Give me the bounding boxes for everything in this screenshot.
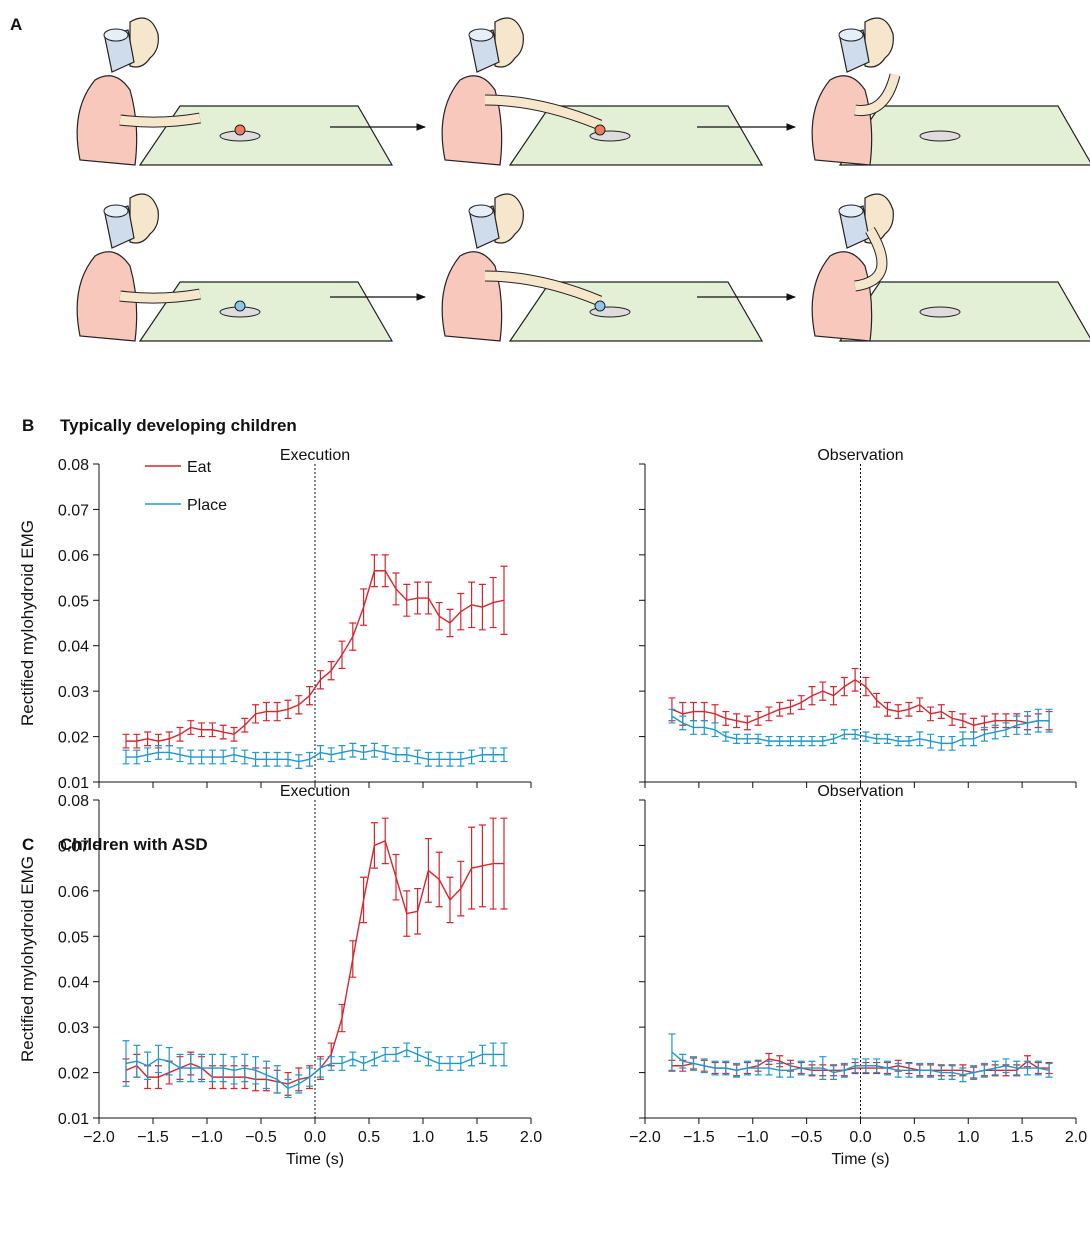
x-tick-label: 2.0 bbox=[1065, 1129, 1087, 1146]
y-tick-label: 0.02 bbox=[58, 1066, 89, 1083]
data-line bbox=[672, 680, 1049, 725]
y-tick-label: 0.05 bbox=[58, 929, 89, 946]
x-axis-label: Time (s) bbox=[831, 1151, 889, 1168]
y-tick-label: 0.01 bbox=[58, 775, 89, 792]
x-tick-label: 0.5 bbox=[358, 1129, 380, 1146]
x-tick-label: −1.5 bbox=[683, 1129, 715, 1146]
x-tick-label: 1.0 bbox=[957, 1129, 979, 1146]
panel-label: C bbox=[22, 835, 34, 854]
x-tick-label: 1.5 bbox=[466, 1129, 488, 1146]
chart-title: Execution bbox=[280, 783, 350, 800]
x-tick-label: 1.5 bbox=[1011, 1129, 1033, 1146]
data-line bbox=[672, 1052, 1049, 1075]
y-tick-label: 0.01 bbox=[58, 1111, 89, 1128]
x-tick-label: 2.0 bbox=[520, 1129, 542, 1146]
x-tick-label: 0.0 bbox=[304, 1129, 326, 1146]
y-tick-label: 0.07 bbox=[58, 838, 89, 855]
x-tick-label: −1.5 bbox=[137, 1129, 169, 1146]
x-tick-label: −1.0 bbox=[737, 1129, 769, 1146]
x-tick-label: 1.0 bbox=[412, 1129, 434, 1146]
x-tick-label: −0.5 bbox=[791, 1129, 823, 1146]
legend-label: Place bbox=[187, 497, 227, 514]
y-tick-label: 0.05 bbox=[58, 593, 89, 610]
y-axis-label: Rectified mylohydroid EMG bbox=[18, 520, 37, 726]
panel-label: B bbox=[22, 416, 34, 435]
x-tick-label: −2.0 bbox=[629, 1129, 661, 1146]
panel-label: A bbox=[10, 15, 22, 34]
illustration bbox=[77, 18, 1090, 341]
x-tick-label: −1.0 bbox=[191, 1129, 223, 1146]
figure: A B Typically developing children C Chil… bbox=[0, 0, 1090, 1256]
y-tick-label: 0.06 bbox=[58, 884, 89, 901]
chart-title: Observation bbox=[817, 783, 903, 800]
legend-label: Eat bbox=[187, 459, 212, 476]
y-axis-label: Rectified mylohydroid EMG bbox=[18, 856, 37, 1062]
x-tick-label: 0.5 bbox=[903, 1129, 925, 1146]
y-tick-label: 0.06 bbox=[58, 548, 89, 565]
panel-title: Typically developing children bbox=[60, 416, 297, 435]
y-tick-label: 0.08 bbox=[58, 457, 89, 474]
x-axis-label: Time (s) bbox=[286, 1151, 344, 1168]
chart-title: Execution bbox=[280, 447, 350, 464]
x-tick-label: −2.0 bbox=[83, 1129, 115, 1146]
y-tick-label: 0.04 bbox=[58, 639, 89, 656]
y-tick-label: 0.04 bbox=[58, 975, 89, 992]
chart-title: Observation bbox=[817, 447, 903, 464]
y-tick-label: 0.07 bbox=[58, 502, 89, 519]
x-tick-label: 0.0 bbox=[849, 1129, 871, 1146]
y-tick-label: 0.03 bbox=[58, 684, 89, 701]
y-tick-label: 0.02 bbox=[58, 730, 89, 747]
y-tick-label: 0.08 bbox=[58, 793, 89, 810]
y-tick-label: 0.03 bbox=[58, 1020, 89, 1037]
x-tick-label: −0.5 bbox=[245, 1129, 277, 1146]
